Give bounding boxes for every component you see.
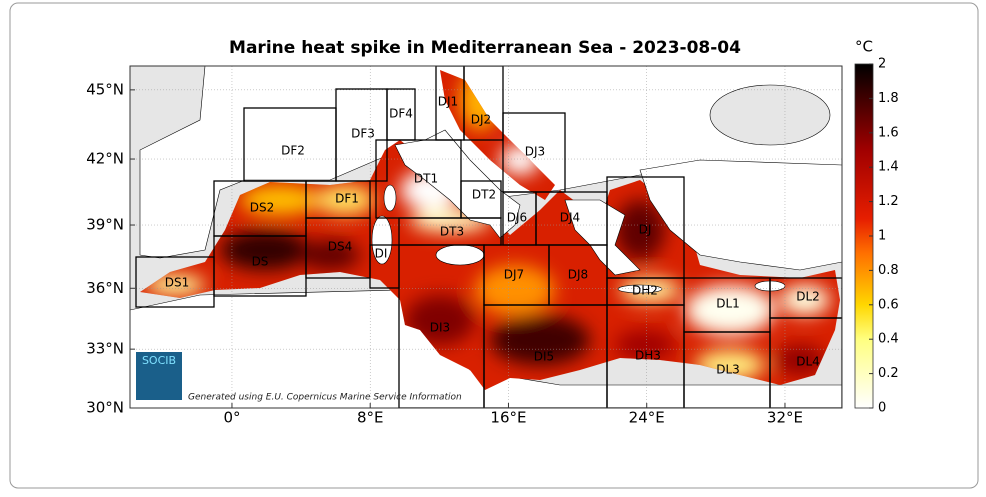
region-label: DL1 <box>716 297 740 311</box>
turkey <box>639 159 842 271</box>
title: Marine heat spike in Mediterranean Sea -… <box>229 38 741 58</box>
colorbar-tick-label: 0 <box>878 401 886 416</box>
x-tick-label: 24°E <box>629 409 665 427</box>
region-label: DL2 <box>796 290 820 304</box>
x-tick-label: 8°E <box>357 409 384 427</box>
colorbar-tick-label: 2 <box>878 57 886 72</box>
region-label: DJ7 <box>504 268 524 282</box>
colorbar-tick-label: 0.6 <box>878 297 899 312</box>
region-label: DS <box>252 255 269 269</box>
region-label: DJ <box>639 223 652 237</box>
logo-box <box>136 352 182 400</box>
y-tick-label: 33°N <box>86 340 124 358</box>
colorbar-tick-label: 0.2 <box>878 366 899 381</box>
region-box <box>769 317 842 408</box>
colorbar-tick-label: 0.4 <box>878 332 899 347</box>
greece <box>564 199 641 276</box>
colorbar-tick-label: 1.6 <box>878 125 899 140</box>
x-tick-label: 16°E <box>490 409 526 427</box>
region-label: DJ1 <box>438 95 458 109</box>
y-tick-label: 45°N <box>86 80 124 98</box>
y-tick-label: 42°N <box>86 150 124 168</box>
region-label: DF1 <box>335 192 359 206</box>
colorbar-unit: °C <box>855 38 873 56</box>
colorbar-tick-label: 0.8 <box>878 263 899 278</box>
region-label: DF2 <box>281 144 305 158</box>
region-label: DH3 <box>635 349 661 363</box>
black-sea <box>709 84 831 146</box>
region-label: DT1 <box>414 172 438 186</box>
region-label: DT3 <box>440 225 464 239</box>
logo-text: SOCIB <box>142 354 176 367</box>
region-label: DS2 <box>250 201 275 215</box>
region-label: DJ6 <box>507 211 527 225</box>
axes-frame <box>129 65 843 409</box>
italy <box>394 129 521 239</box>
region-label: DJ3 <box>525 145 545 159</box>
region-label: DT2 <box>472 188 496 202</box>
region-box <box>463 66 504 141</box>
region-label: DL4 <box>796 355 820 369</box>
x-tick-label: 32°E <box>767 409 803 427</box>
colorbar-tick-label: 1.8 <box>878 91 899 106</box>
y-tick-label: 30°N <box>86 399 124 417</box>
map: DS1 DS2 DS DS4 DF1 DF2 DF3 DF4 DT1 DT2 DT3 DI DJ1 DJ2… <box>130 66 842 408</box>
region-label: DJ2 <box>471 113 491 127</box>
credit: Generated using E.U. Copernicus Marine S… <box>188 393 462 403</box>
region-label: DS1 <box>165 276 190 290</box>
corsica <box>383 184 397 212</box>
region-label: DI3 <box>430 321 450 335</box>
region-label: DL3 <box>716 363 740 377</box>
x-tick-label: 0° <box>223 409 240 427</box>
logo: SOCIB <box>136 352 182 400</box>
sicily <box>435 244 485 266</box>
colorbar-tick-label: 1.2 <box>878 194 899 209</box>
region-label: DI5 <box>534 350 554 364</box>
region-label: DJ4 <box>560 211 580 225</box>
region-label: DS4 <box>328 240 353 254</box>
region-label: DH2 <box>632 284 658 298</box>
y-tick-label: 39°N <box>86 216 124 234</box>
y-tick-label: 36°N <box>86 279 124 297</box>
africa <box>130 289 842 408</box>
region-label: DF3 <box>351 127 375 141</box>
region-label: DJ8 <box>568 268 588 282</box>
colorbar-tick-label: 1.4 <box>878 160 899 175</box>
region-label: DI <box>375 247 388 261</box>
region-label: DF4 <box>389 107 413 121</box>
colorbar-tick-label: 1 <box>878 229 886 244</box>
sardinia <box>371 215 393 265</box>
crete <box>617 284 663 294</box>
